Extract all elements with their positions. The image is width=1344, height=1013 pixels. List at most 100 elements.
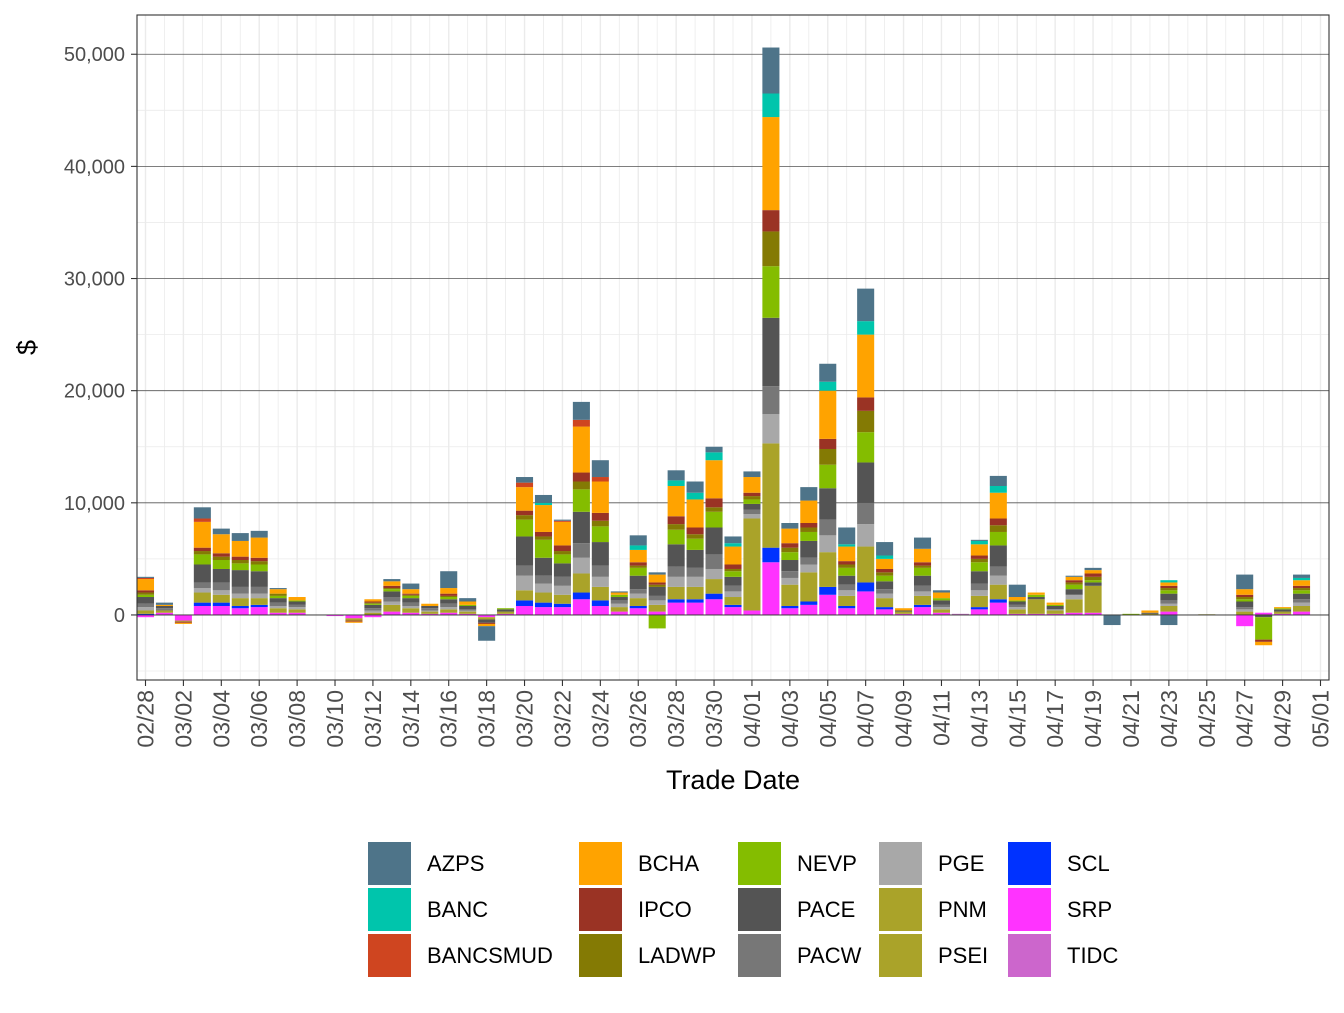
bar-03-10 <box>326 614 344 617</box>
bar-segment-ipco <box>705 498 723 508</box>
bar-segment-pace <box>1084 582 1102 586</box>
bar-segment-pge <box>705 568 723 580</box>
bar-segment-bcha <box>970 544 988 556</box>
bar-04-15 <box>1008 584 1026 615</box>
bar-03-25 <box>610 591 628 615</box>
x-tick-label: 03/10 <box>322 690 348 748</box>
y-tick-label: 20,000 <box>64 381 125 403</box>
bar-segment-bcha <box>743 477 761 493</box>
bar-segment-bcha <box>876 558 894 569</box>
legend-label: PACW <box>797 943 862 968</box>
bar-segment-srp <box>136 614 155 618</box>
x-tick-label: 04/13 <box>966 690 992 748</box>
bar-segment-srp <box>686 602 704 615</box>
bar-segment-srp <box>648 611 666 615</box>
bar-segment-srp <box>288 612 306 615</box>
legend-swatch <box>1008 888 1051 931</box>
bar-segment-pacw <box>288 604 306 608</box>
x-tick-label: 04/03 <box>777 690 803 748</box>
legend: AZPS BANC BANCSMUD BCHA IPCO LADWP NEVP PACE PAC… <box>368 842 1118 977</box>
x-tick-label: 03/12 <box>360 690 386 748</box>
bar-segment-nevp <box>440 597 458 600</box>
bar-segment-pacw <box>591 565 609 577</box>
bar-segment-pge <box>269 605 287 609</box>
bar-segment-pace <box>269 598 287 603</box>
bar-04-13 <box>970 539 988 615</box>
bar-segment-pnm <box>1160 605 1178 612</box>
bar-segment-pacw <box>932 604 950 608</box>
bar-segment-nevp <box>136 594 155 598</box>
bar-segment-bancsmud <box>591 477 609 482</box>
bar-segment-bcha <box>345 621 363 623</box>
bar-segment-pge <box>1046 609 1064 611</box>
bar-segment-scl <box>686 599 704 603</box>
bar-segment-nevp <box>800 531 818 541</box>
bar-segment-azps <box>193 507 211 519</box>
bar-segment-pnm <box>1084 585 1102 613</box>
bar-segment-pnm <box>345 618 363 621</box>
bar-segment-srp <box>913 607 932 615</box>
x-tick-label: 03/04 <box>208 690 234 748</box>
bar-segment-pace <box>781 560 799 572</box>
bar-segment-pnm <box>440 609 458 613</box>
bar-segment-ladwp <box>743 496 761 500</box>
legend-label: BCHA <box>638 851 699 876</box>
bar-segment-pnm <box>383 604 401 612</box>
bar-03-16 <box>440 571 458 615</box>
bar-segment-pacw <box>269 602 287 606</box>
bar-segment-bcha <box>724 546 742 565</box>
bar-segment-nevp <box>781 552 799 561</box>
bar-segment-ladwp <box>857 410 875 433</box>
bar-segment-pge <box>932 607 950 610</box>
x-tick-label: 02/28 <box>133 690 159 748</box>
bar-segment-bancsmud <box>553 520 571 522</box>
bar-segment-ipco <box>534 531 553 537</box>
bar-segment-pacw <box>1160 600 1178 604</box>
bar-segment-pacw <box>193 582 211 589</box>
bar-04-03 <box>781 523 799 615</box>
bar-segment-pace <box>497 609 515 612</box>
bar-segment-pace <box>838 575 856 585</box>
legend-swatch <box>879 842 922 885</box>
bar-segment-pge <box>440 607 458 610</box>
bar-segment-srp <box>629 608 647 615</box>
legend-item-bancsmud: BANCSMUD <box>368 934 553 977</box>
bar-segment-azps <box>913 537 932 549</box>
bar-segment-ipco <box>1160 585 1178 589</box>
bar-segment-scl <box>534 602 553 608</box>
bar-segment-ladwp <box>516 515 534 520</box>
x-tick-label: 03/26 <box>625 690 651 748</box>
bar-segment-pge <box>591 576 609 587</box>
bar-segment-bcha <box>591 481 609 513</box>
legend-item-ipco: IPCO <box>579 888 692 931</box>
bar-segment-pge <box>193 588 211 593</box>
bar-segment-srp <box>516 605 534 615</box>
bar-segment-pacw <box>250 586 268 594</box>
bar-segment-pnm <box>876 598 894 608</box>
bar-segment-nevp <box>364 603 382 605</box>
x-tick-label: 05/01 <box>1308 690 1334 748</box>
legend-label: SCL <box>1067 851 1110 876</box>
bar-segment-srp <box>193 605 211 615</box>
bar-04-17 <box>1046 602 1064 615</box>
bar-segment-pacw <box>553 576 571 586</box>
bar-segment-srp <box>591 605 609 615</box>
bar-segment-pacw <box>1236 607 1254 610</box>
bar-segment-bcha <box>667 485 685 517</box>
bar-segment-nevp <box>762 266 780 318</box>
bar-segment-pnm <box>136 610 155 614</box>
bar-segment-ipco <box>838 561 856 565</box>
legend-swatch <box>738 888 781 931</box>
bar-segment-bcha <box>459 601 477 605</box>
bar-03-22 <box>553 519 571 615</box>
bar-segment-pge <box>212 590 230 595</box>
bar-segment-pacw <box>857 502 875 525</box>
bar-segment-srp <box>970 609 988 615</box>
bar-04-04 <box>800 487 818 615</box>
bar-segment-ladwp <box>876 572 894 576</box>
bar-04-08 <box>876 542 894 615</box>
bar-segment-srp <box>440 612 458 615</box>
bar-segment-pace <box>402 598 420 603</box>
x-tick-label: 03/08 <box>284 690 310 748</box>
bar-segment-ladwp <box>838 564 856 568</box>
